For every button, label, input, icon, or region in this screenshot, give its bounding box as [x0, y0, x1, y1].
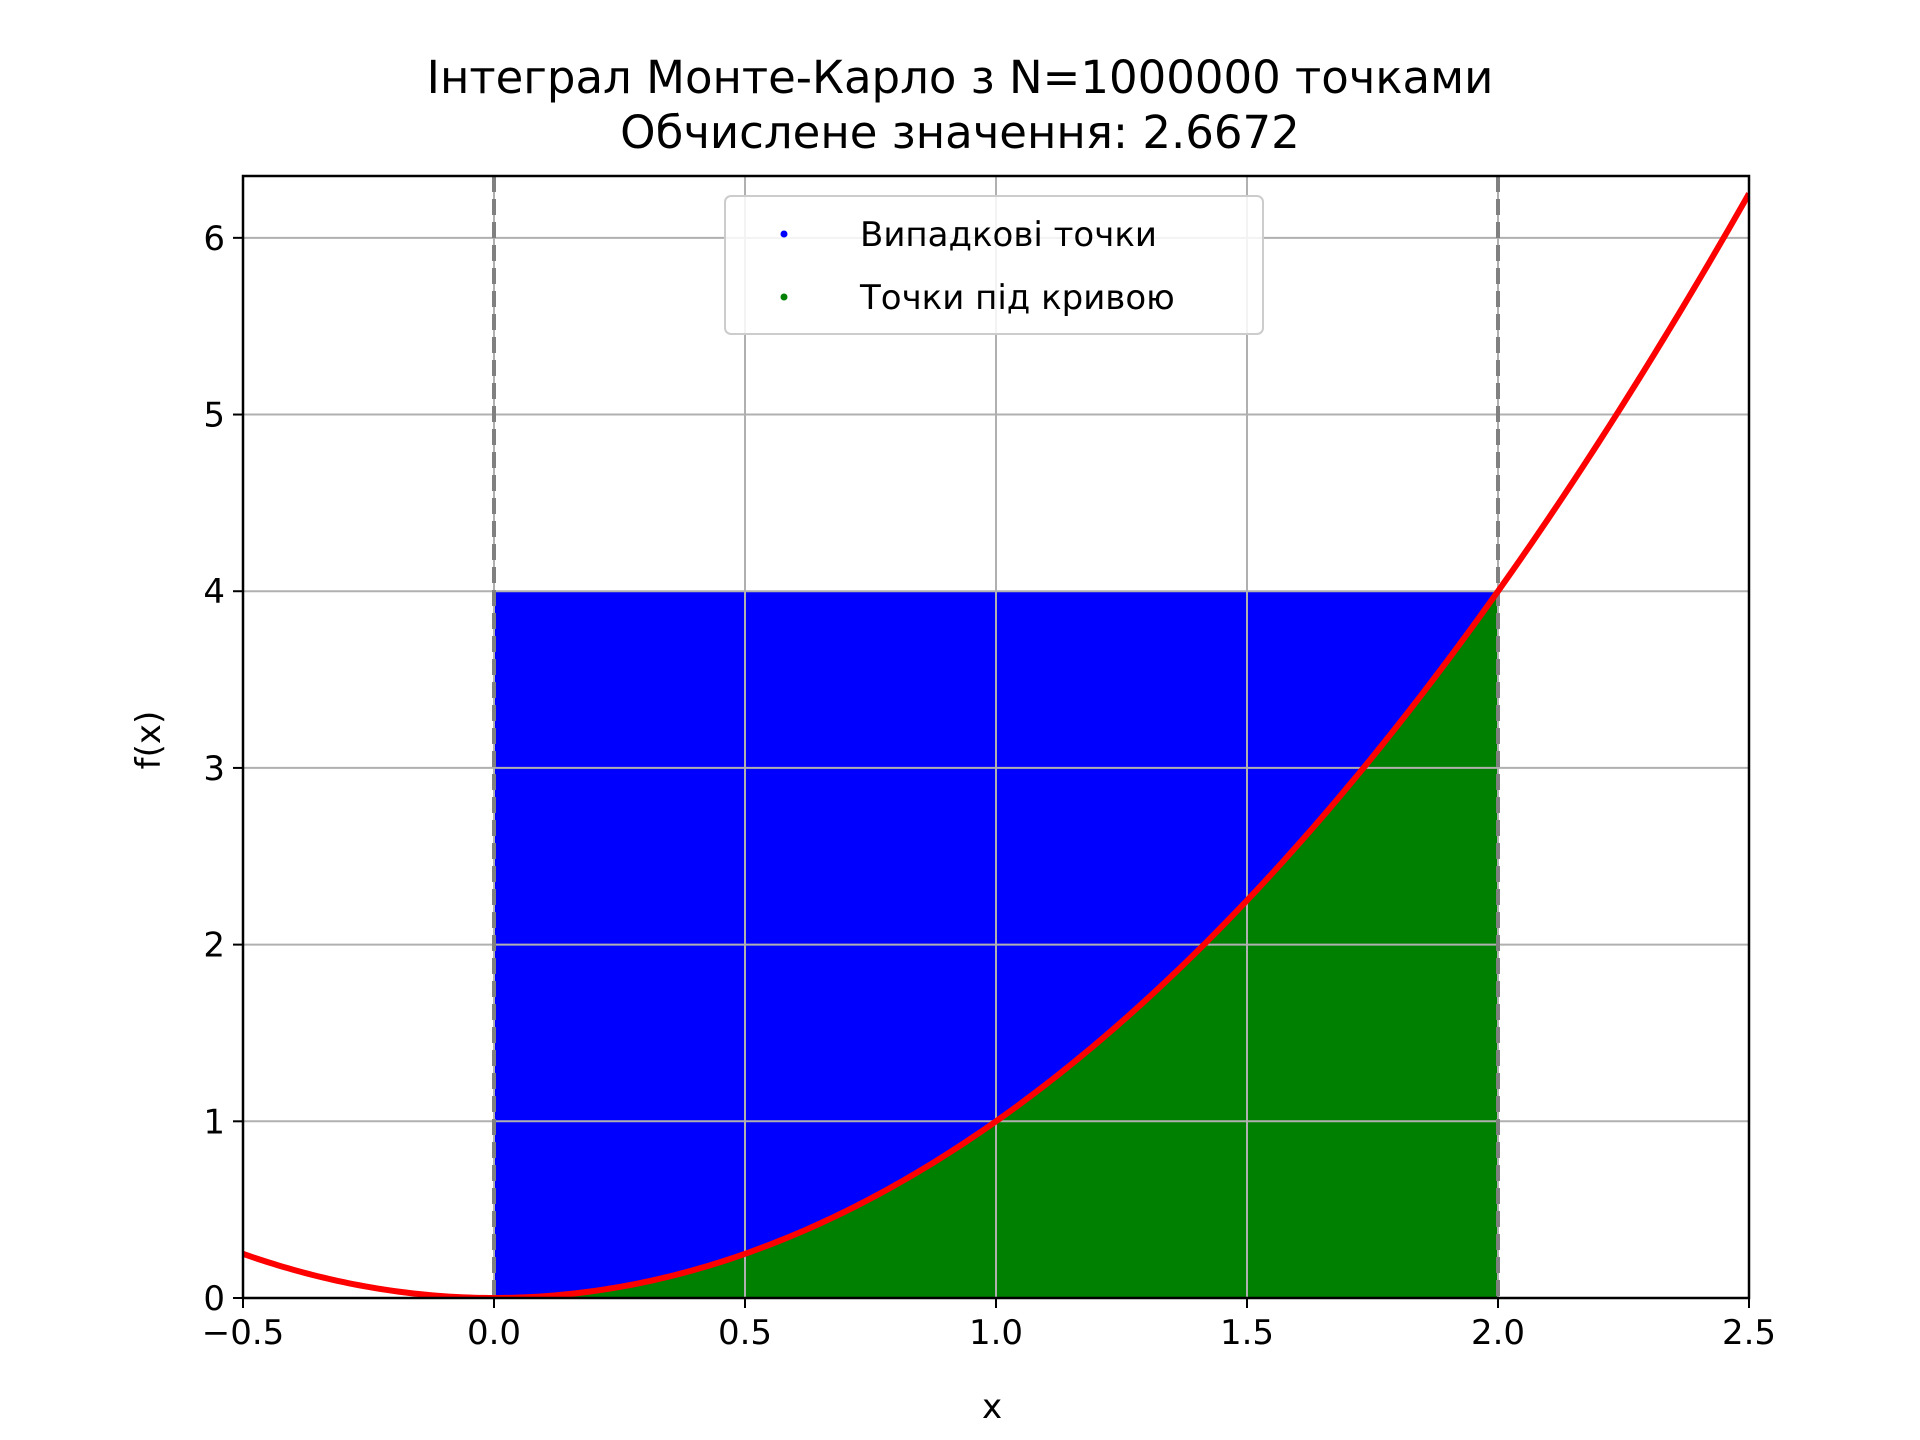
chart-subtitle: Обчислене значення: 2.6672 — [620, 106, 1300, 159]
y-tick-label: 5 — [203, 396, 225, 436]
y-tick-label: 1 — [203, 1102, 225, 1142]
x-tick-label: 0.0 — [467, 1313, 521, 1353]
function-curve — [243, 192, 1749, 1298]
legend-label: Випадкові точки — [860, 215, 1157, 255]
y-axis-label: f(x) — [129, 711, 169, 770]
x-tick-label: 0.5 — [718, 1313, 772, 1353]
x-tick-label: 2.0 — [1471, 1313, 1525, 1353]
plot-area: −0.5 0.0 0.5 1.0 1.5 2.0 2.5 0 1 2 3 4 5 6 — [202, 174, 1776, 1353]
y-tick-label: 6 — [203, 219, 225, 259]
y-tick-label: 4 — [203, 572, 225, 612]
legend-label: Точки під кривою — [859, 278, 1175, 318]
legend-box — [724, 195, 1264, 335]
x-tick-label: 1.0 — [969, 1313, 1023, 1353]
x-tick-label: −0.5 — [202, 1313, 285, 1353]
legend: Випадкові точки Точки під кривою — [724, 195, 1264, 335]
x-axis-label: x — [982, 1387, 1002, 1427]
x-tick-label: 1.5 — [1220, 1313, 1274, 1353]
chart-title: Інтеграл Монте-Карло з N=1000000 точками — [426, 51, 1494, 104]
y-tick-label: 2 — [203, 926, 225, 966]
x-tick-label: 2.5 — [1722, 1313, 1776, 1353]
legend-marker — [780, 293, 788, 301]
legend-marker — [780, 230, 788, 238]
y-tick-label: 3 — [203, 749, 225, 789]
y-tick-label: 0 — [203, 1279, 225, 1319]
